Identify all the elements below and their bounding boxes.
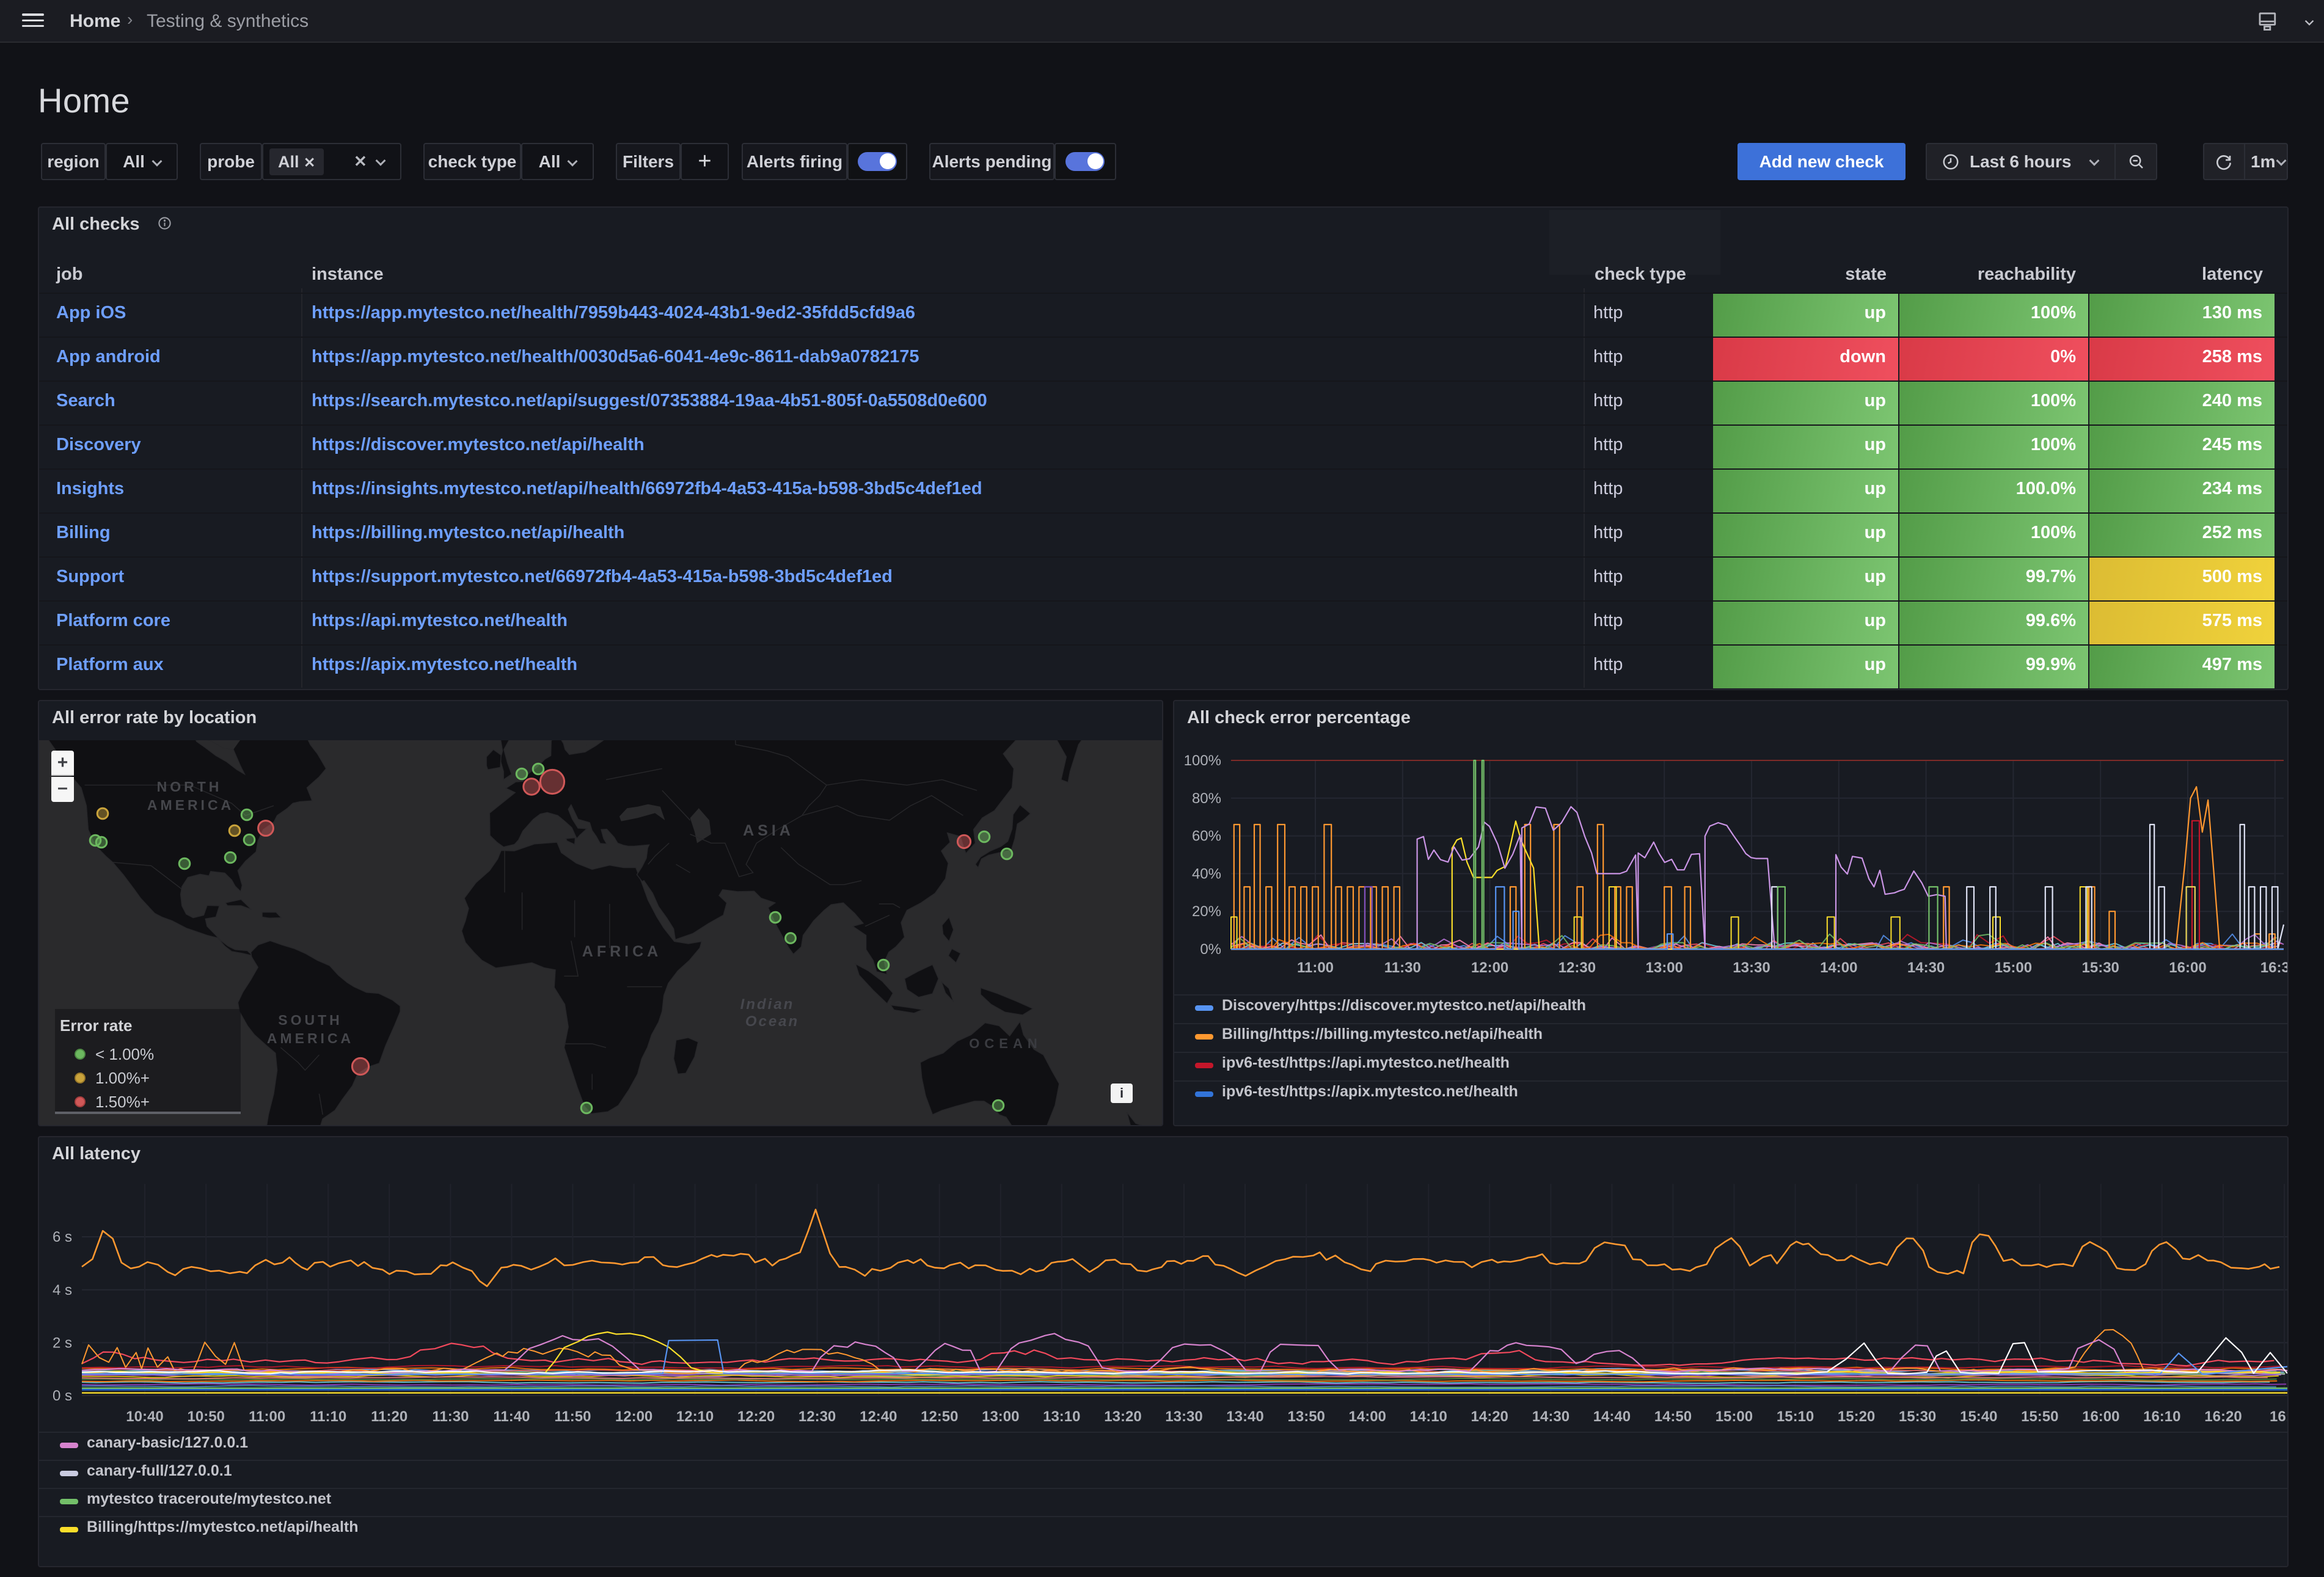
svg-text:12:40: 12:40 — [860, 1408, 897, 1425]
svg-text:13:10: 13:10 — [1043, 1408, 1080, 1425]
svg-text:60%: 60% — [1192, 828, 1221, 845]
svg-text:AFRICA: AFRICA — [582, 943, 662, 960]
svg-text:Ocean: Ocean — [745, 1013, 799, 1030]
svg-text:4 s: 4 s — [53, 1282, 72, 1298]
svg-text:11:00: 11:00 — [1297, 960, 1334, 976]
svg-text:20%: 20% — [1192, 903, 1221, 920]
svg-text:15:00: 15:00 — [1995, 960, 2032, 976]
svg-text:14:30: 14:30 — [1532, 1408, 1569, 1425]
svg-text:12:10: 12:10 — [676, 1408, 714, 1425]
svg-text:16:00: 16:00 — [2082, 1408, 2119, 1425]
svg-text:0 s: 0 s — [53, 1388, 72, 1404]
svg-text:12:50: 12:50 — [921, 1408, 958, 1425]
svg-text:11:40: 11:40 — [493, 1408, 530, 1425]
svg-text:14:00: 14:00 — [1349, 1408, 1386, 1425]
svg-text:100%: 100% — [1184, 752, 1221, 769]
svg-text:16:10: 16:10 — [2143, 1408, 2180, 1425]
svg-text:11:10: 11:10 — [310, 1408, 346, 1425]
svg-text:14:00: 14:00 — [1820, 960, 1857, 976]
svg-text:SOUTH: SOUTH — [278, 1012, 343, 1028]
svg-text:13:00: 13:00 — [1646, 960, 1683, 976]
svg-text:11:20: 11:20 — [371, 1408, 407, 1425]
svg-text:16:3: 16:3 — [2260, 960, 2289, 976]
svg-text:15:40: 15:40 — [1960, 1408, 1997, 1425]
svg-text:6 s: 6 s — [53, 1229, 72, 1245]
svg-text:14:30: 14:30 — [1907, 960, 1945, 976]
svg-text:15:00: 15:00 — [1716, 1408, 1753, 1425]
svg-text:40%: 40% — [1192, 865, 1221, 882]
svg-text:12:30: 12:30 — [798, 1408, 836, 1425]
svg-text:15:30: 15:30 — [2082, 960, 2119, 976]
svg-text:10:50: 10:50 — [188, 1408, 225, 1425]
svg-text:13:30: 13:30 — [1165, 1408, 1202, 1425]
svg-text:15:30: 15:30 — [1899, 1408, 1936, 1425]
svg-text:16:20: 16:20 — [2204, 1408, 2242, 1425]
svg-text:11:00: 11:00 — [249, 1408, 285, 1425]
svg-text:13:50: 13:50 — [1288, 1408, 1325, 1425]
svg-text:13:30: 13:30 — [1733, 960, 1770, 976]
svg-text:15:50: 15:50 — [2021, 1408, 2058, 1425]
svg-text:13:00: 13:00 — [982, 1408, 1019, 1425]
svg-text:NORTH: NORTH — [157, 779, 222, 795]
svg-text:0%: 0% — [1200, 941, 1221, 958]
svg-text:16:3: 16:3 — [2270, 1408, 2289, 1425]
svg-text:14:50: 14:50 — [1654, 1408, 1692, 1425]
svg-text:12:20: 12:20 — [737, 1408, 775, 1425]
svg-text:11:30: 11:30 — [432, 1408, 469, 1425]
svg-text:14:20: 14:20 — [1471, 1408, 1508, 1425]
svg-text:11:30: 11:30 — [1384, 960, 1421, 976]
svg-text:14:40: 14:40 — [1593, 1408, 1631, 1425]
svg-text:13:20: 13:20 — [1104, 1408, 1141, 1425]
svg-text:2 s: 2 s — [53, 1335, 72, 1351]
svg-text:OCEAN: OCEAN — [969, 1036, 1042, 1051]
svg-text:12:30: 12:30 — [1558, 960, 1596, 976]
svg-text:12:00: 12:00 — [1471, 960, 1508, 976]
svg-text:ASIA: ASIA — [743, 822, 794, 839]
svg-text:16:00: 16:00 — [2169, 960, 2206, 976]
svg-text:15:20: 15:20 — [1838, 1408, 1875, 1425]
svg-text:13:40: 13:40 — [1226, 1408, 1263, 1425]
svg-text:12:00: 12:00 — [615, 1408, 652, 1425]
svg-text:11:50: 11:50 — [554, 1408, 591, 1425]
svg-text:AMERICA: AMERICA — [147, 797, 234, 813]
svg-text:Indian: Indian — [740, 996, 795, 1013]
svg-text:80%: 80% — [1192, 790, 1221, 807]
svg-text:15:10: 15:10 — [1777, 1408, 1814, 1425]
svg-text:14:10: 14:10 — [1410, 1408, 1447, 1425]
svg-text:10:40: 10:40 — [126, 1408, 163, 1425]
svg-text:AMERICA: AMERICA — [267, 1030, 354, 1046]
